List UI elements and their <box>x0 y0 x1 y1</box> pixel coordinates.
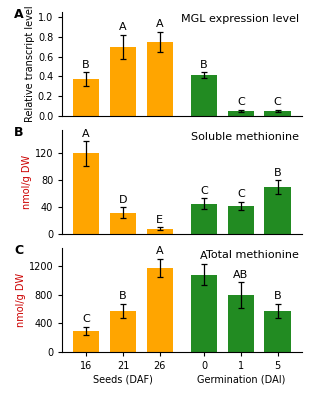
Bar <box>73 331 100 352</box>
Text: D: D <box>119 194 127 204</box>
Text: B: B <box>14 126 24 139</box>
Y-axis label: nmol/g DW: nmol/g DW <box>22 155 32 209</box>
Bar <box>264 111 291 116</box>
Text: A: A <box>82 129 90 139</box>
Text: E: E <box>156 215 163 225</box>
Text: C: C <box>82 314 90 324</box>
Bar <box>110 311 136 352</box>
Bar <box>110 212 136 234</box>
Bar <box>191 76 217 116</box>
Bar <box>228 206 254 234</box>
Text: Seeds (DAF): Seeds (DAF) <box>93 375 153 385</box>
Text: B: B <box>274 291 281 301</box>
Bar <box>73 79 100 116</box>
Bar <box>73 154 100 234</box>
Bar <box>264 311 291 352</box>
Text: AB: AB <box>233 270 248 280</box>
Bar <box>146 268 173 352</box>
Bar <box>228 295 254 352</box>
Text: B: B <box>82 60 90 70</box>
Bar <box>228 111 254 116</box>
Bar <box>191 274 217 352</box>
Text: Germination (DAI): Germination (DAI) <box>197 375 285 385</box>
Bar <box>146 42 173 116</box>
Text: C: C <box>14 244 23 257</box>
Text: A: A <box>200 251 208 261</box>
Text: B: B <box>274 168 281 178</box>
Text: Total methionine: Total methionine <box>207 250 299 260</box>
Text: MGL expression level: MGL expression level <box>181 14 299 24</box>
Y-axis label: Relative transcript level: Relative transcript level <box>25 6 35 122</box>
Text: C: C <box>237 189 245 199</box>
Text: C: C <box>237 98 245 108</box>
Text: A: A <box>119 22 127 32</box>
Bar <box>264 187 291 234</box>
Text: C: C <box>200 186 208 196</box>
Text: C: C <box>274 98 281 108</box>
Y-axis label: nmol/g DW: nmol/g DW <box>16 273 26 327</box>
Text: A: A <box>156 19 164 29</box>
Text: B: B <box>200 60 208 70</box>
Text: B: B <box>119 291 127 301</box>
Text: A: A <box>156 246 164 256</box>
Bar <box>146 229 173 234</box>
Text: A: A <box>14 8 24 21</box>
Bar <box>110 47 136 116</box>
Bar <box>191 204 217 234</box>
Text: Soluble methionine: Soluble methionine <box>191 132 299 142</box>
